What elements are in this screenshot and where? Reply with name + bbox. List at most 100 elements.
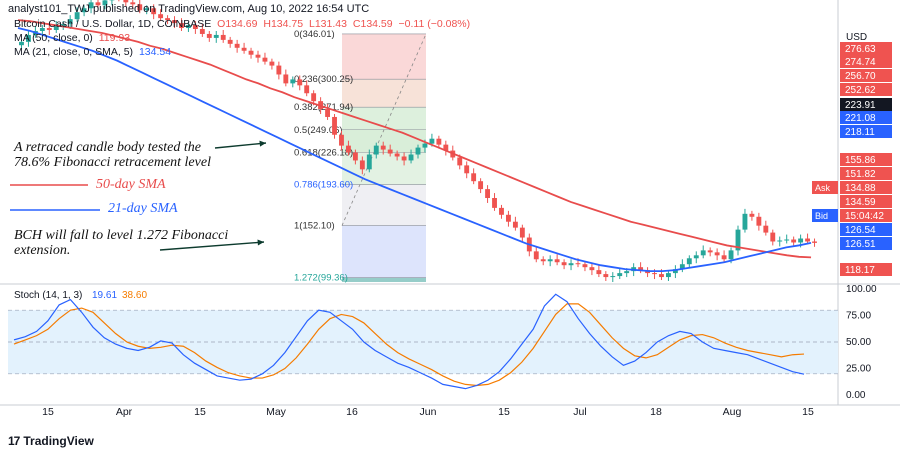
- candle-body: [67, 19, 73, 25]
- candle-body: [756, 216, 762, 226]
- fib-level-label: 1.272(99.36): [294, 273, 348, 284]
- candle-body: [220, 34, 226, 40]
- time-axis-label: 15: [42, 406, 54, 418]
- price-tag-label: 134.59: [845, 197, 876, 208]
- candle-body: [749, 213, 755, 217]
- candle-body: [693, 255, 699, 259]
- fib-zone: [342, 129, 426, 153]
- candle-body: [735, 229, 741, 251]
- candle-body: [255, 54, 261, 58]
- candle-body: [179, 23, 184, 29]
- price-tag: [840, 98, 892, 111]
- price-tag: [840, 263, 892, 276]
- candle-body: [262, 57, 268, 62]
- candle-body: [610, 276, 616, 278]
- stoch-axis-label: 25.00: [846, 364, 871, 375]
- candle-body: [144, 8, 150, 11]
- candle-body: [436, 138, 442, 145]
- candle-body: [721, 255, 727, 260]
- price-side-tag-label: Bid: [815, 211, 828, 221]
- price-tag-label: 134.88: [845, 183, 876, 194]
- ma50-line: [17, 19, 812, 259]
- candle-body: [666, 273, 671, 278]
- price-tag-label: 252.62: [845, 85, 876, 96]
- candle-body: [575, 263, 581, 265]
- publish-header: analyst101_TWJ published on TradingView.…: [8, 3, 370, 15]
- price-tag: [840, 153, 892, 166]
- price-tag-label: 221.08: [845, 113, 876, 124]
- candle-body: [39, 28, 45, 31]
- candle-body: [88, 2, 94, 9]
- candle-body: [172, 20, 177, 24]
- tradingview-logo[interactable]: 17 TradingView: [8, 434, 94, 448]
- candle-body: [533, 251, 539, 260]
- candle-body: [812, 241, 817, 243]
- candle-body: [227, 39, 233, 44]
- fib-level-label: 0(346.01): [294, 29, 335, 40]
- candle-body: [596, 270, 602, 275]
- price-tag: [840, 42, 892, 55]
- time-axis-label: 16: [346, 406, 358, 418]
- candle-body: [53, 26, 59, 30]
- candle-body: [638, 267, 644, 271]
- candle-body: [234, 43, 240, 48]
- candle-body: [798, 238, 804, 243]
- candle-body: [464, 165, 470, 174]
- candle-body: [158, 14, 164, 19]
- candle-body: [373, 145, 379, 155]
- price-tag: [840, 237, 892, 250]
- candle-body: [672, 269, 678, 274]
- stoch-axis-label: 0.00: [846, 390, 866, 401]
- candle-body: [123, 0, 129, 3]
- fib-level-label: 0.618(226.18): [294, 147, 353, 158]
- ohlc-close: C134.59: [352, 18, 393, 30]
- price-tag-label: 126.54: [845, 225, 876, 236]
- candle-body: [707, 250, 713, 253]
- price-tag: [840, 167, 892, 180]
- candle-body: [130, 2, 136, 5]
- candle-body: [471, 173, 477, 182]
- ma50-legend[interactable]: MA (50, close, 0) 119.93: [14, 32, 133, 44]
- note1-arrow: [214, 142, 267, 149]
- ma21-legend[interactable]: MA (21, close, 0, SMA, 5) 134.54: [14, 46, 174, 58]
- candle-body: [457, 157, 463, 166]
- price-tag: [840, 83, 892, 96]
- candle-body: [742, 213, 748, 230]
- candle-body: [165, 18, 170, 21]
- candle-body: [269, 61, 275, 66]
- note2-arrow: [159, 241, 265, 251]
- candle-body: [512, 221, 518, 228]
- candle-body: [624, 271, 630, 274]
- candle-body: [429, 138, 435, 144]
- note2-arrow-head: [257, 239, 264, 246]
- candle-body: [102, 0, 108, 6]
- fib-extension-note-line2: extension.: [14, 243, 71, 258]
- fib-zone-extension: [342, 277, 426, 282]
- fib-zone: [342, 184, 426, 226]
- ma50-label: MA (50, close, 0): [14, 32, 93, 44]
- fib-level-label: 0.236(300.25): [294, 74, 353, 85]
- candle-body: [366, 154, 372, 170]
- price-side-tag: [812, 181, 838, 194]
- symbol-name[interactable]: Bitcoin Cash / U.S. Dollar, 1D, COINBASE: [14, 18, 212, 30]
- price-tag: [840, 55, 892, 68]
- price-tag-label: 276.63: [845, 44, 876, 55]
- candle-body: [297, 79, 303, 86]
- candle-body: [492, 198, 497, 208]
- candle-body: [478, 181, 484, 190]
- fib-level-label: 1(152.10): [294, 221, 335, 232]
- stoch-d-line: [13, 303, 805, 387]
- fib-retrace-note-line1: A retraced candle body tested the: [14, 140, 201, 155]
- price-tag: [840, 111, 892, 124]
- candle-body: [603, 274, 609, 278]
- candle-body: [791, 239, 797, 243]
- candle-body: [276, 65, 282, 75]
- stoch-axis-label: 100.00: [846, 284, 877, 295]
- fib-trend-line: [341, 33, 427, 226]
- candle-body: [213, 34, 219, 38]
- fib-zone: [342, 107, 426, 130]
- candle-body: [617, 273, 623, 277]
- ma21-value: 134.54: [138, 46, 172, 58]
- candle-body: [81, 8, 87, 13]
